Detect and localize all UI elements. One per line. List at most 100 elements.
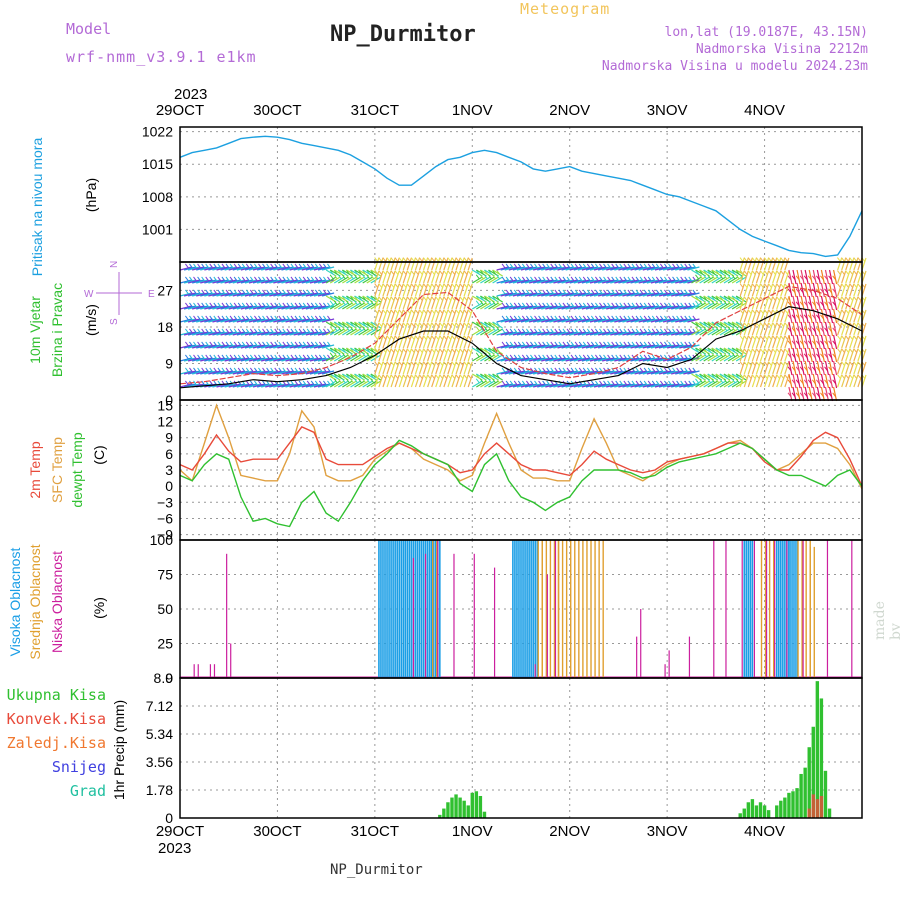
wind-barb-flag (414, 361, 419, 366)
wind-barb (516, 383, 530, 388)
wind-barb-flag (350, 326, 354, 332)
wind-barb (269, 292, 282, 297)
wind-barb-flag (435, 309, 439, 314)
wind-barb (569, 318, 582, 323)
wind-barb (581, 357, 595, 362)
wind-barb (208, 305, 221, 310)
wind-barb-flag (841, 257, 845, 262)
wind-barb (565, 318, 578, 323)
wind-barb-flag (595, 289, 599, 295)
wind-barb-flag (611, 276, 616, 282)
wind-barb (273, 383, 286, 388)
wind-barb (581, 292, 595, 297)
wind-barb-flag (278, 354, 283, 360)
wind-barb (439, 374, 445, 388)
wind-barb-flag (562, 276, 567, 282)
pressure-y-tick: 1015 (142, 156, 173, 172)
wind-barb (333, 276, 345, 284)
wind-barb (358, 328, 369, 336)
wind-barb-flag (354, 378, 358, 384)
wind-barb-flag (310, 367, 315, 373)
wind-barb-flag (329, 326, 334, 332)
wind-barb (406, 374, 412, 388)
wind-barb (784, 283, 790, 297)
wind-barb-flag (538, 354, 542, 360)
wind-barb (480, 354, 491, 362)
wind-barb (561, 357, 574, 362)
wind-barb-flag (857, 296, 862, 301)
wind-barb (638, 305, 651, 310)
wind-barb (394, 322, 400, 336)
wind-barb (545, 331, 558, 336)
wind-barb-flag (225, 354, 230, 360)
wind-barb (561, 266, 574, 271)
wind-barb (634, 331, 647, 336)
wind-barb-flag (828, 392, 833, 398)
wind-barb (743, 257, 749, 271)
wind-barb-flag (488, 326, 492, 332)
wind-barb-flag (763, 374, 768, 379)
wind-barb (695, 380, 706, 388)
wind-barb (232, 331, 245, 336)
wind-barb (277, 383, 290, 388)
wind-barb-flag (492, 378, 496, 384)
wind-barb (512, 266, 526, 271)
wind-barb-flag (459, 348, 464, 353)
wind-barb (281, 344, 294, 349)
wind-barb (277, 331, 290, 336)
wind-barb-flag (574, 263, 579, 269)
wind-barb (516, 279, 530, 284)
wind-barb-flag (254, 276, 258, 282)
wind-barb (796, 308, 801, 324)
wind-barb-flag (590, 341, 595, 347)
wind-barb-flag (659, 315, 664, 321)
wind-barb-flag (586, 341, 591, 347)
wind-barb-flag (427, 335, 431, 340)
wind-barb (666, 279, 680, 284)
wind-barb (626, 344, 639, 349)
wind-barb (447, 283, 453, 297)
wind-barb-flag (341, 326, 346, 332)
wind-barb-flag (201, 354, 206, 360)
wind-barb (414, 309, 421, 323)
wind-barb-flag (603, 302, 607, 308)
wind-barb-flag (298, 380, 303, 386)
wind-barb (261, 370, 274, 375)
wind-barb (496, 279, 509, 284)
wind-barb-flag (201, 315, 206, 321)
precip-unit-label: 1hr Precip (mm) (111, 700, 127, 800)
wind-barb (776, 296, 782, 310)
wind-barb (537, 357, 550, 362)
wind-barb-flag (542, 380, 547, 386)
wind-barb-flag (193, 380, 197, 386)
wind-barb (845, 270, 851, 284)
wind-barb (751, 322, 757, 336)
wind-barb (545, 383, 558, 388)
wind-barb (589, 383, 603, 388)
wind-barb (565, 292, 578, 297)
wind-barb-flag (386, 257, 391, 262)
wind-barb (451, 257, 457, 271)
wind-barb-flag (484, 378, 488, 384)
wind-barb-flag (382, 309, 387, 314)
wind-barb-flag (586, 263, 591, 269)
wind-barb-flag (711, 378, 716, 384)
model-name: wrf-nmm_v3.9.1 e1km (66, 48, 257, 66)
wind-barb (512, 331, 526, 336)
wind-barb (537, 344, 550, 349)
wind-barb (658, 344, 672, 349)
wind-barb-flag (341, 352, 346, 358)
wind-barb-flag (286, 302, 291, 308)
wind-barb-flag (447, 296, 452, 301)
cloud-y-tick: 100 (150, 532, 174, 548)
wind-barb (606, 344, 619, 349)
wind-barb (593, 344, 607, 349)
precip-total-bar (791, 791, 795, 818)
wind-barb (512, 383, 526, 388)
wind-barb (265, 383, 278, 388)
wind-barb (646, 331, 659, 336)
wind-barb (484, 302, 495, 310)
wind-barb-flag (857, 361, 862, 366)
wind-barb (812, 321, 817, 337)
